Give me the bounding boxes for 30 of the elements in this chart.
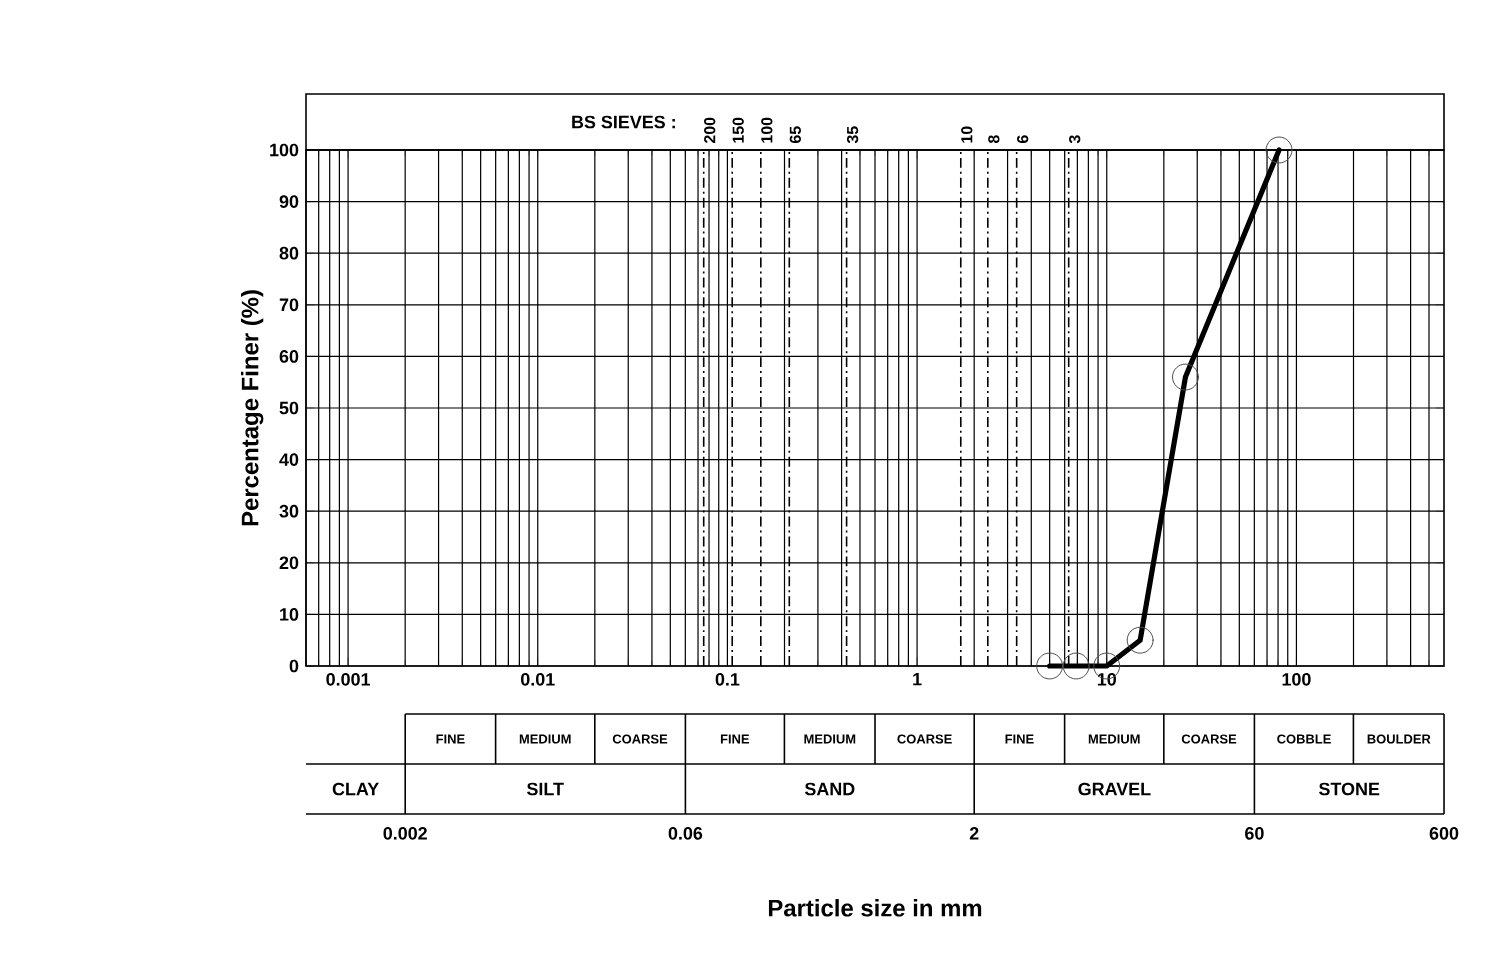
text: GRAVEL [1078,782,1151,796]
y-tick-label: 20 [279,556,299,570]
y-tick-label: 0 [289,659,299,673]
y-tick-label: 80 [279,246,299,260]
y-tick-label: 10 [280,608,299,621]
text: CLAY [332,782,379,796]
text: 2 [969,827,979,840]
text: STONE [1319,782,1380,796]
text: Particle size in mm [768,899,982,917]
y-tick-label: 40 [279,453,299,466]
y-axis-title: Percentage Finer (%) [240,290,264,526]
x-tick-label: 1 [913,673,922,686]
text: 600 [1429,827,1459,840]
y-tick-label: 50 [279,401,299,415]
y-tick-label: 100 [270,143,299,157]
text: 0.002 [383,827,427,840]
x-tick-label: 0.1 [715,673,740,686]
y-tick-label: 60 [279,350,299,363]
text: SAND [804,782,855,796]
y-tick-label: 90 [279,195,299,208]
y-tick-label: 30 [279,504,299,518]
x-tick-label: 0.001 [326,673,370,686]
text: SILT [526,782,564,796]
x-tick-label: 10 [1097,673,1116,686]
text: 60 [1245,827,1264,840]
x-tick-label: 100 [1282,673,1311,686]
text: BS SIEVES : [572,115,675,129]
x-tick-label: 0.01 [521,673,555,686]
text: 0.06 [668,827,703,840]
y-tick-label: 70 [279,298,299,312]
